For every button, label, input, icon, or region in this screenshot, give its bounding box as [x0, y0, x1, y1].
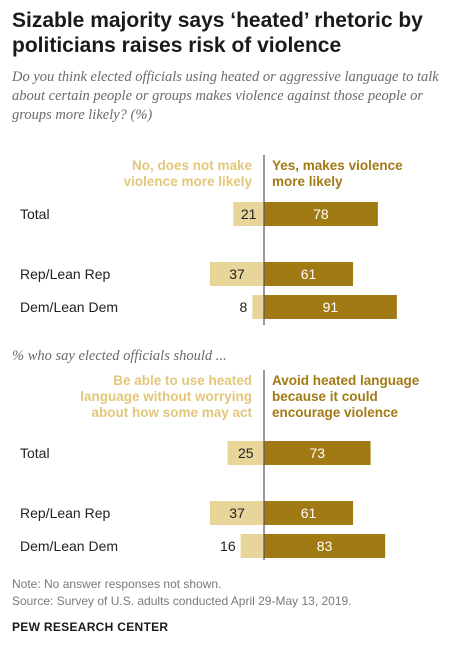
legend-right-1: Yes, makes violence more likely: [272, 158, 452, 190]
value-label-left: 16: [220, 538, 236, 554]
value-label-left: 8: [240, 299, 248, 315]
value-label-left: 25: [238, 445, 254, 461]
legend-right-1-line-1: Yes, makes violence: [272, 158, 403, 173]
legend-right-2-line-3: encourage violence: [272, 405, 399, 420]
bar-left: [209, 501, 264, 525]
bar-left: [233, 202, 264, 226]
legend-left-2-line-3: about how some may act: [91, 405, 252, 420]
value-label-right: 61: [301, 266, 317, 282]
value-label-left: 37: [229, 266, 245, 282]
category-label: Total: [20, 206, 50, 222]
legend-left-1-line-2: violence more likely: [123, 174, 252, 189]
bar-left: [252, 295, 264, 319]
bar-left: [227, 441, 264, 465]
bar-right: [264, 295, 397, 319]
category-label: Dem/Lean Dem: [20, 538, 118, 554]
bar-right: [264, 534, 386, 558]
value-label-left: 37: [229, 505, 245, 521]
bar-right: [264, 262, 354, 286]
chart-title: Sizable majority says ‘heated’ rhetoric …: [12, 9, 423, 57]
legend-left-2-line-1: Be able to use heated: [113, 373, 252, 388]
legend-right-2-line-1: Avoid heated language: [272, 373, 420, 388]
source-text: Source: Survey of U.S. adults conducted …: [12, 594, 352, 608]
bar-left: [240, 534, 264, 558]
category-label: Dem/Lean Dem: [20, 299, 118, 315]
legend-left-2-line-2: language without worrying: [80, 389, 252, 404]
legend-right-2: Avoid heated language because it could e…: [272, 373, 452, 421]
legend-left-1: No, does not make violence more likely: [40, 158, 252, 190]
value-label-right: 73: [310, 445, 326, 461]
value-label-right: 83: [317, 538, 333, 554]
value-label-left: 21: [241, 206, 257, 222]
category-label: Total: [20, 445, 50, 461]
category-label: Rep/Lean Rep: [20, 505, 111, 521]
value-label-right: 91: [323, 299, 339, 315]
value-label-right: 78: [313, 206, 329, 222]
value-label-right: 61: [301, 505, 317, 521]
question-2: % who say elected officials should ...: [12, 348, 227, 364]
legend-left-1-line-1: No, does not make: [131, 158, 252, 173]
chart-subtitle: Do you think elected officials using hea…: [12, 69, 439, 123]
bar-right: [264, 441, 371, 465]
legend-right-2-line-2: because it could: [272, 389, 378, 404]
bar-left: [209, 262, 264, 286]
bar-right: [264, 202, 378, 226]
category-label: Rep/Lean Rep: [20, 266, 111, 282]
note-text: Note: No answer responses not shown.: [12, 577, 222, 591]
pew-logo-text: PEW RESEARCH CENTER: [12, 620, 169, 634]
legend-left-2: Be able to use heated language without w…: [20, 373, 252, 421]
legend-right-1-line-2: more likely: [272, 174, 343, 189]
bar-right: [264, 501, 354, 525]
